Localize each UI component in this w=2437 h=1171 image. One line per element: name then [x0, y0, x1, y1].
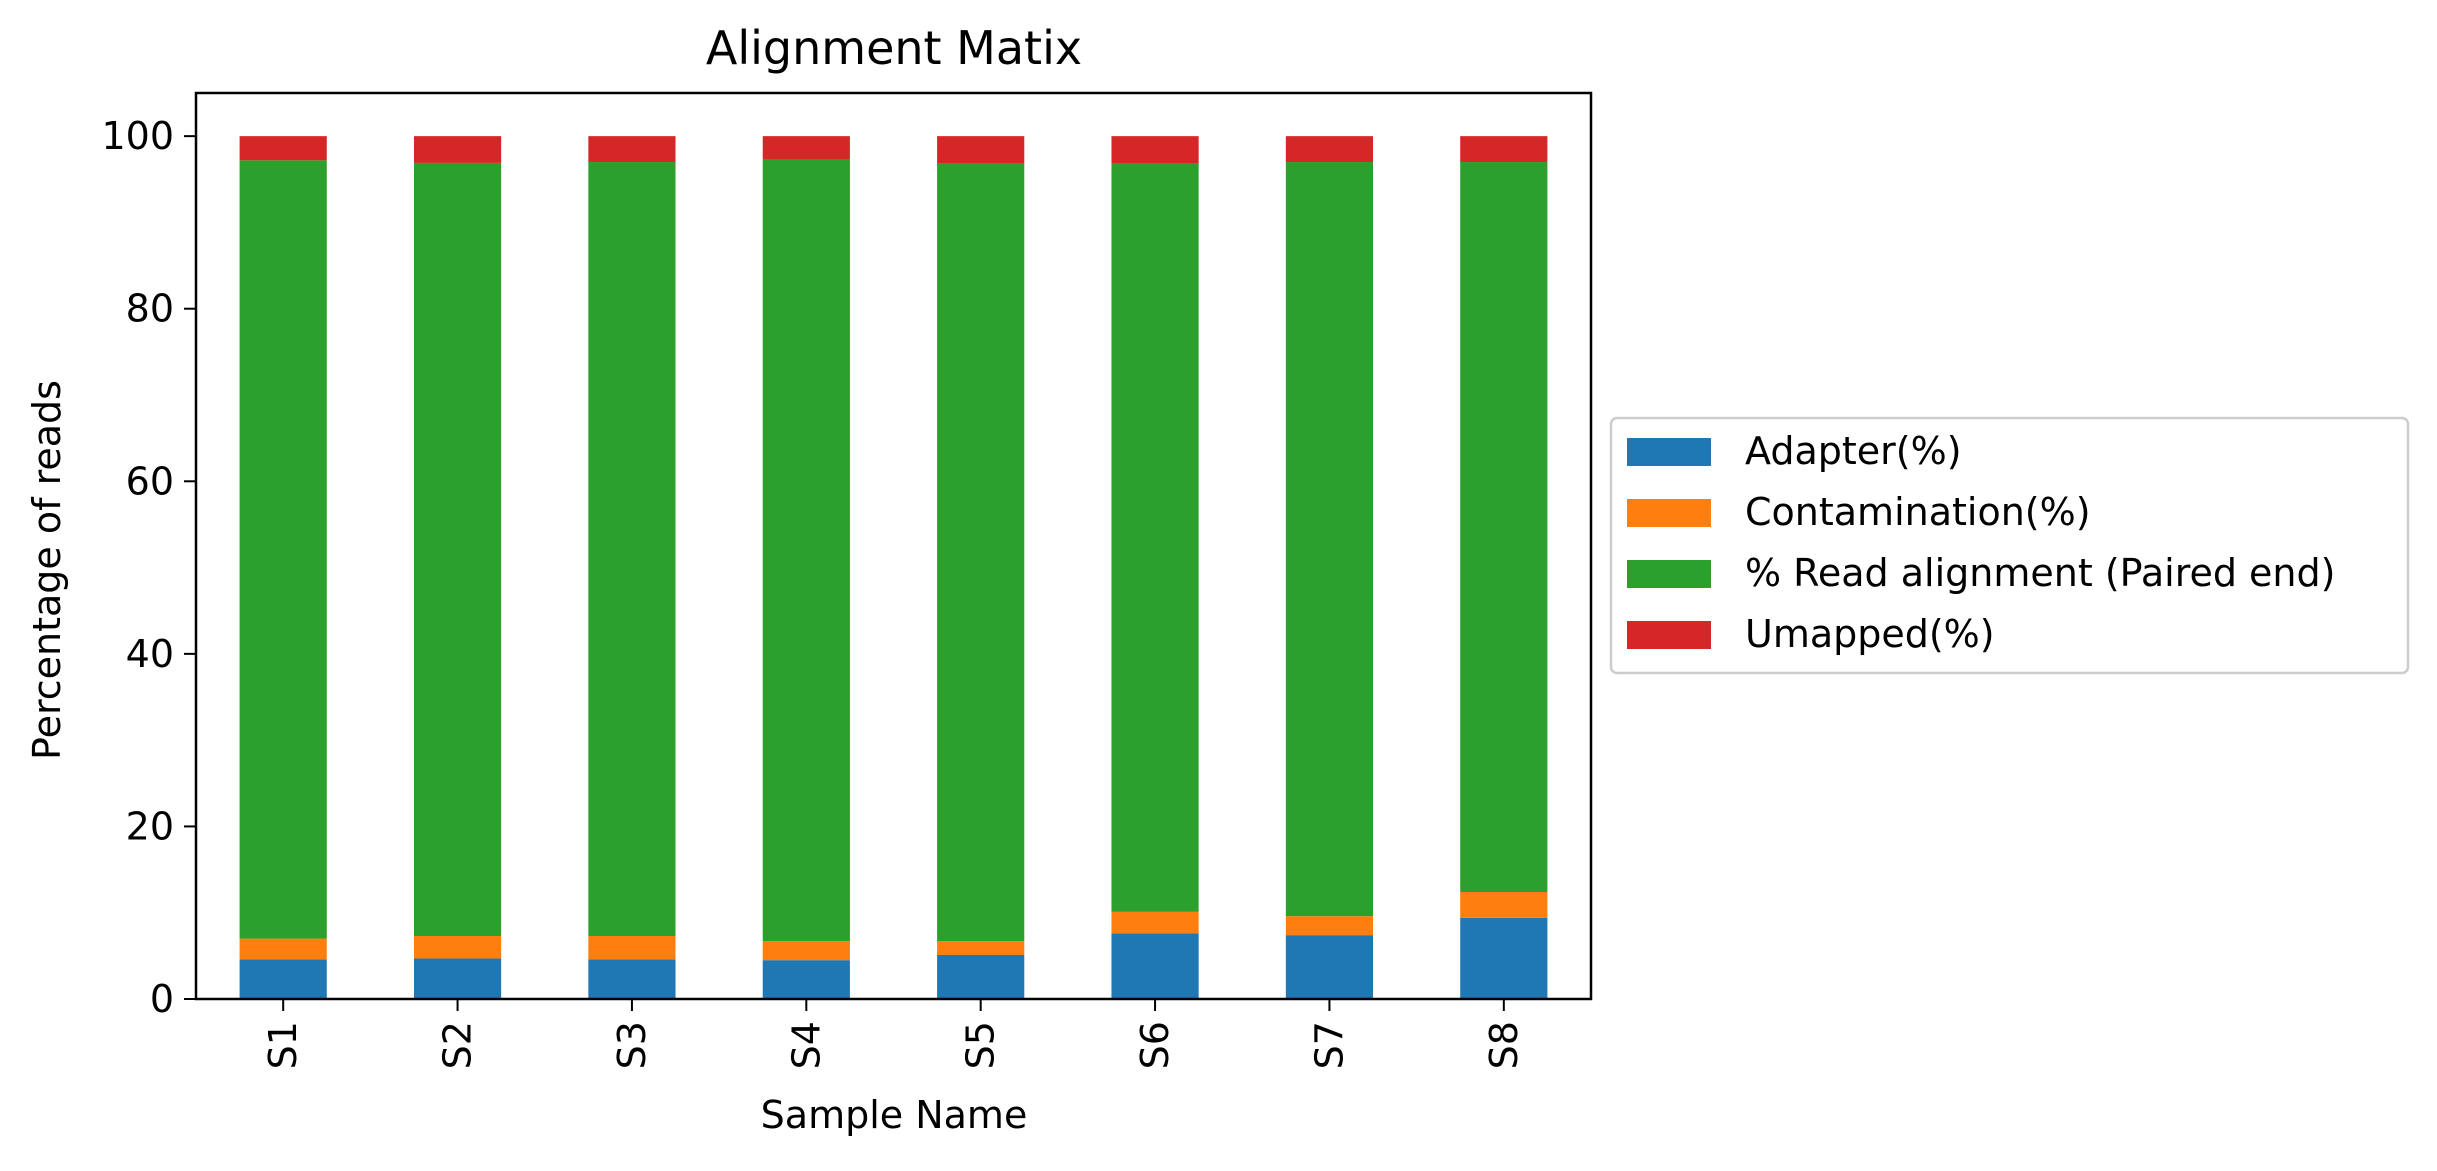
x-tick-label: S8: [1482, 1021, 1526, 1069]
bar-S5-series-1: [937, 941, 1025, 955]
bars-layer: [239, 136, 1548, 999]
legend-swatch-2: [1627, 560, 1711, 588]
x-tick-label: S7: [1307, 1021, 1351, 1069]
legend-frame: [1609, 416, 2410, 675]
bar-S7-series-2: [1285, 162, 1374, 917]
x-axis-label: Sample Name: [761, 1093, 1028, 1137]
x-tick-label: S1: [261, 1021, 305, 1069]
legend-label-3: Umapped(%): [1745, 612, 1995, 656]
legend-swatch-0: [1627, 438, 1711, 466]
bar-S4-series-3: [762, 136, 850, 160]
bar-S2-series-0: [413, 958, 502, 999]
legend-swatch-1: [1627, 499, 1711, 527]
bar-S5-series-3: [937, 136, 1025, 164]
bar-S6-series-3: [1111, 136, 1199, 164]
legend: Adapter(%) Contamination(%) % Read alignme…: [1609, 416, 2410, 675]
bar-S8-series-0: [1460, 917, 1548, 999]
bar-S5-series-2: [937, 163, 1025, 942]
legend-label-0: Adapter(%): [1745, 429, 1962, 473]
bar-S1-series-2: [239, 160, 327, 939]
legend-label-1: Contamination(%): [1745, 490, 2091, 534]
bar-S6-series-0: [1111, 933, 1199, 999]
bar-S3-series-0: [588, 959, 676, 999]
bar-S4-series-1: [762, 941, 850, 961]
bar-S2-series-3: [413, 136, 502, 163]
bar-S4-series-0: [762, 960, 850, 999]
x-tick-label: S4: [784, 1021, 828, 1069]
chart-title: Alignment Matix: [706, 21, 1082, 75]
bar-S5-series-0: [937, 954, 1025, 999]
bar-S8-series-1: [1460, 892, 1548, 918]
bar-S2-series-1: [413, 936, 502, 959]
bar-S8-series-2: [1460, 162, 1548, 893]
bar-S7-series-1: [1285, 916, 1374, 936]
x-tick-label: S5: [959, 1021, 1003, 1069]
legend-label-2: % Read alignment (Paired end): [1745, 551, 2335, 595]
y-tick-label: 80: [126, 287, 174, 331]
bar-S6-series-2: [1111, 163, 1199, 912]
x-tick-label: S6: [1133, 1021, 1177, 1069]
bar-S1-series-1: [239, 938, 327, 960]
legend-swatch-3: [1627, 621, 1711, 649]
bar-S7-series-3: [1285, 136, 1374, 163]
bar-S7-series-0: [1285, 935, 1374, 999]
y-tick-label: 100: [101, 114, 174, 158]
bar-S2-series-2: [413, 162, 502, 937]
x-tick-label: S2: [436, 1021, 480, 1069]
bar-S1-series-3: [239, 136, 327, 161]
y-tick-label: 60: [126, 459, 174, 503]
axes-layer: S1 S2 S3 S4 S5 S6 S7 S8 0 20 40 60 80 100: [101, 91, 1593, 1069]
bar-S3-series-1: [588, 936, 676, 960]
bar-S6-series-1: [1111, 911, 1199, 934]
bar-S3-series-2: [588, 162, 676, 937]
plot-frame: [194, 91, 1593, 1001]
y-tick-label: 20: [126, 804, 174, 848]
y-tick-label: 40: [126, 632, 174, 676]
bar-S1-series-0: [239, 959, 327, 999]
bar-S3-series-3: [588, 136, 676, 163]
x-tick-label: S3: [610, 1021, 654, 1069]
y-axis-label: Percentage of reads: [25, 380, 69, 760]
bar-S8-series-3: [1460, 136, 1548, 163]
y-tick-label: 0: [150, 977, 174, 1021]
bar-S4-series-2: [762, 159, 850, 942]
